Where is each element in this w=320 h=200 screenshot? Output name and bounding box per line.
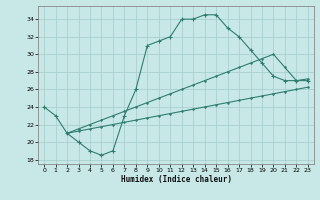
X-axis label: Humidex (Indice chaleur): Humidex (Indice chaleur) xyxy=(121,175,231,184)
